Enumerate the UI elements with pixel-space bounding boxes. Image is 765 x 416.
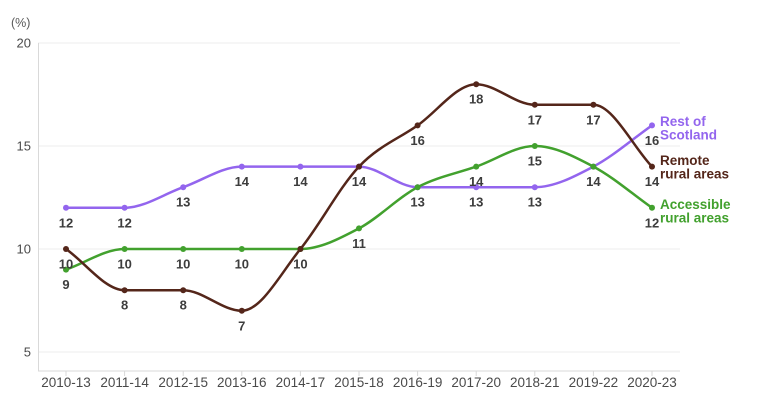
- value-label-accessible-rural-areas: 12: [645, 215, 659, 230]
- value-label-rest-of-scotland: 14: [235, 174, 250, 189]
- value-label-accessible-rural-areas: 10: [176, 257, 190, 272]
- legend-label-rest-of-scotland: Rest of: [660, 114, 706, 129]
- data-point-rest-of-scotland: [649, 122, 655, 129]
- value-label-accessible-rural-areas: 11: [352, 236, 366, 251]
- value-label-accessible-rural-areas: 15: [528, 154, 542, 169]
- data-point-remote-rural-areas: [590, 101, 597, 108]
- x-tick-label: 2016-19: [393, 375, 443, 390]
- y-tick-label: 5: [24, 345, 31, 360]
- data-point-accessible-rural-areas: [121, 246, 128, 252]
- value-label-accessible-rural-areas: 9: [62, 277, 69, 292]
- value-label-remote-rural-areas: 16: [410, 133, 424, 148]
- x-tick-label: 2010-13: [41, 375, 91, 390]
- value-label-rest-of-scotland: 14: [352, 174, 367, 189]
- data-point-rest-of-scotland: [473, 184, 480, 191]
- data-point-accessible-rural-areas: [63, 266, 69, 273]
- data-point-accessible-rural-areas: [590, 163, 597, 170]
- data-point-accessible-rural-areas: [531, 143, 538, 149]
- value-label-remote-rural-areas: 8: [180, 298, 187, 313]
- data-point-accessible-rural-areas: [649, 204, 655, 211]
- data-point-remote-rural-areas: [414, 122, 421, 129]
- data-point-remote-rural-areas: [297, 246, 304, 252]
- x-tick-label: 2013-16: [217, 375, 267, 390]
- x-tick-label: 2015-18: [334, 375, 384, 390]
- value-label-remote-rural-areas: 8: [121, 298, 128, 313]
- value-label-rest-of-scotland: 13: [469, 195, 483, 210]
- value-label-remote-rural-areas: 17: [528, 112, 542, 127]
- legend-label-remote-rural-areas: Remote: [660, 153, 710, 168]
- value-label-rest-of-scotland: 14: [293, 174, 308, 189]
- value-label-accessible-rural-areas: 14: [469, 174, 484, 189]
- legend-label-accessible-rural-areas: Accessible: [660, 197, 731, 212]
- data-point-remote-rural-areas: [63, 246, 69, 252]
- data-point-remote-rural-areas: [473, 81, 480, 88]
- data-point-accessible-rural-areas: [414, 184, 421, 191]
- data-point-remote-rural-areas: [356, 163, 362, 170]
- value-label-accessible-rural-areas: 10: [293, 257, 307, 272]
- data-point-accessible-rural-areas: [238, 246, 245, 252]
- x-tick-label: 2011-14: [100, 375, 149, 390]
- value-label-remote-rural-areas: 18: [469, 92, 483, 107]
- value-label-accessible-rural-areas: 10: [235, 257, 249, 272]
- legend-label-remote-rural-areas: rural areas: [660, 167, 729, 182]
- data-point-rest-of-scotland: [297, 163, 304, 170]
- data-point-remote-rural-areas: [121, 287, 128, 294]
- series-line-remote-rural-areas: [64, 82, 654, 313]
- data-point-accessible-rural-areas: [356, 225, 362, 232]
- data-point-rest-of-scotland: [531, 184, 538, 191]
- value-label-remote-rural-areas: 14: [645, 174, 660, 189]
- value-label-remote-rural-areas: 10: [59, 257, 73, 272]
- value-label-rest-of-scotland: 14: [586, 174, 601, 189]
- x-tick-label: 2019-22: [569, 375, 619, 390]
- y-axis-unit-label: (%): [11, 16, 30, 30]
- value-label-remote-rural-areas: 7: [238, 318, 245, 333]
- y-tick-label: 10: [17, 242, 31, 257]
- x-tick-label: 2020-23: [627, 375, 677, 390]
- data-point-remote-rural-areas: [649, 163, 655, 170]
- data-point-rest-of-scotland: [121, 204, 128, 211]
- value-label-rest-of-scotland: 13: [176, 195, 190, 210]
- x-tick-label: 2014-17: [276, 375, 326, 390]
- data-point-rest-of-scotland: [63, 204, 69, 211]
- value-label-rest-of-scotland: 13: [410, 195, 424, 210]
- x-tick-label: 2018-21: [510, 375, 560, 390]
- legend-label-accessible-rural-areas: rural areas: [660, 211, 729, 226]
- value-label-rest-of-scotland: 16: [645, 133, 659, 148]
- value-label-rest-of-scotland: 12: [59, 215, 73, 230]
- data-point-accessible-rural-areas: [180, 246, 187, 252]
- x-tick-label: 2012-15: [158, 375, 208, 390]
- y-tick-label: 15: [17, 139, 31, 154]
- data-point-rest-of-scotland: [238, 163, 245, 170]
- value-label-rest-of-scotland: 13: [528, 195, 542, 210]
- data-point-rest-of-scotland: [180, 184, 187, 191]
- value-label-accessible-rural-areas: 10: [117, 257, 131, 272]
- data-point-remote-rural-areas: [238, 307, 245, 314]
- legend-label-rest-of-scotland: Scotland: [660, 128, 717, 143]
- value-label-remote-rural-areas: 17: [586, 112, 600, 127]
- value-label-rest-of-scotland: 12: [117, 215, 131, 230]
- data-point-remote-rural-areas: [180, 287, 187, 294]
- data-point-accessible-rural-areas: [473, 163, 480, 170]
- x-tick-label: 2017-20: [451, 375, 501, 390]
- data-point-remote-rural-areas: [531, 101, 538, 108]
- y-tick-label: 20: [17, 36, 31, 51]
